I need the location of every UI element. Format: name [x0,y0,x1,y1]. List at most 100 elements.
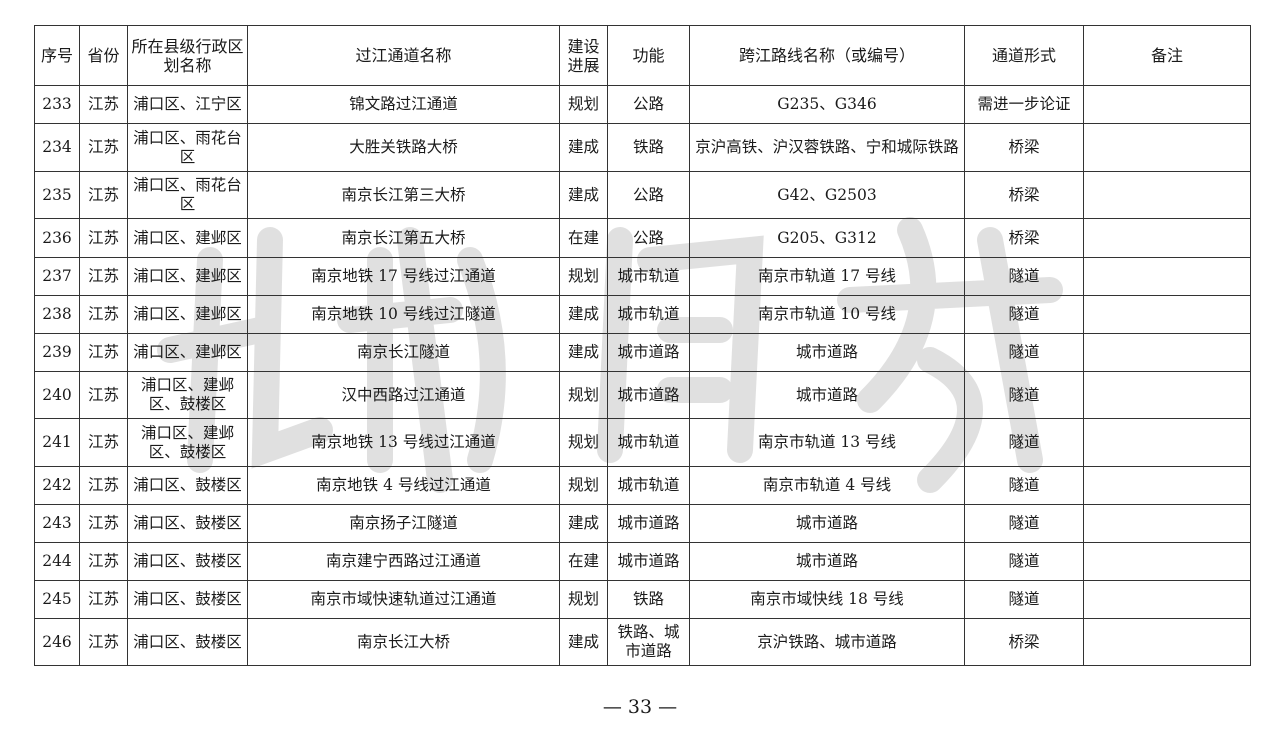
table-row: 234 江苏 浦口区、雨花台区 大胜关铁路大桥 建成 铁路 京沪高铁、沪汉蓉铁路、宁和城际铁… [34,123,1251,172]
cell-progress: 在建 [559,218,608,258]
cell-form: 桥梁 [964,123,1084,172]
cell-route: 京沪高铁、沪汉蓉铁路、宁和城际铁路 [689,123,965,172]
cell-index: 237 [34,257,80,296]
cell-form: 需进一步论证 [964,85,1084,124]
cell-form: 隧道 [964,542,1084,581]
cell-remarks [1083,504,1251,543]
table-row: 236 江苏 浦口区、建邺区 南京长江第五大桥 在建 公路 G205、G312 桥梁 [34,218,1251,258]
cell-name: 南京地铁 17 号线过江通道 [247,257,560,296]
cell-function: 铁路 [607,123,690,172]
cell-name: 南京扬子江隧道 [247,504,560,543]
cell-form: 桥梁 [964,618,1084,666]
table-row: 235 江苏 浦口区、雨花台区 南京长江第三大桥 建成 公路 G42、G2503 桥梁 [34,171,1251,219]
header-form: 通道形式 [964,25,1084,86]
cell-route: 城市道路 [689,504,965,543]
cell-name: 南京长江大桥 [247,618,560,666]
cell-form: 隧道 [964,466,1084,505]
cell-function: 城市道路 [607,333,690,372]
cell-form: 隧道 [964,580,1084,619]
cell-form: 隧道 [964,333,1084,372]
cell-function: 铁路、城市道路 [607,618,690,666]
cell-index: 238 [34,295,80,334]
cell-function: 城市道路 [607,504,690,543]
cell-county: 浦口区、鼓楼区 [127,618,248,666]
header-county: 所在县级行政区划名称 [127,25,248,86]
table-row: 233 江苏 浦口区、江宁区 锦文路过江通道 规划 公路 G235、G346 需进一步论证 [34,85,1251,124]
cell-function: 公路 [607,171,690,219]
cell-province: 江苏 [79,218,128,258]
cell-index: 235 [34,171,80,219]
cell-name: 南京长江第三大桥 [247,171,560,219]
cell-progress: 建成 [559,295,608,334]
cell-index: 234 [34,123,80,172]
cell-index: 243 [34,504,80,543]
header-route: 跨江路线名称（或编号） [689,25,965,86]
cell-county: 浦口区、江宁区 [127,85,248,124]
cell-county: 浦口区、鼓楼区 [127,504,248,543]
cell-route: 南京市轨道 13 号线 [689,418,965,467]
cell-route: 城市道路 [689,542,965,581]
cell-name: 锦文路过江通道 [247,85,560,124]
cell-function: 城市轨道 [607,257,690,296]
header-progress: 建设进展 [559,25,608,86]
cell-province: 江苏 [79,466,128,505]
table-row: 237 江苏 浦口区、建邺区 南京地铁 17 号线过江通道 规划 城市轨道 南京市轨道 17… [34,257,1251,296]
table-row: 242 江苏 浦口区、鼓楼区 南京地铁 4 号线过江通道 规划 城市轨道 南京市轨道 4 号… [34,466,1251,505]
cell-name: 汉中西路过江通道 [247,371,560,419]
cell-name: 南京长江第五大桥 [247,218,560,258]
cell-province: 江苏 [79,371,128,419]
cell-county: 浦口区、鼓楼区 [127,580,248,619]
cell-county: 浦口区、建邺区、鼓楼区 [127,371,248,419]
cell-province: 江苏 [79,85,128,124]
cell-name: 南京地铁 10 号线过江隧道 [247,295,560,334]
cell-remarks [1083,580,1251,619]
cell-province: 江苏 [79,295,128,334]
cell-remarks [1083,295,1251,334]
cell-route: 南京市域快线 18 号线 [689,580,965,619]
crossing-table: 序号 省份 所在县级行政区划名称 过江通道名称 建设进展 功能 跨江路线名称（或… [34,25,1251,666]
cell-province: 江苏 [79,123,128,172]
cell-function: 城市道路 [607,371,690,419]
header-remarks: 备注 [1083,25,1251,86]
cell-province: 江苏 [79,333,128,372]
cell-province: 江苏 [79,504,128,543]
cell-index: 244 [34,542,80,581]
cell-index: 241 [34,418,80,467]
page-number: — 33 — [602,696,678,718]
cell-county: 浦口区、建邺区 [127,333,248,372]
table-row: 239 江苏 浦口区、建邺区 南京长江隧道 建成 城市道路 城市道路 隧道 [34,333,1251,372]
cell-index: 233 [34,85,80,124]
cell-form: 桥梁 [964,171,1084,219]
table-row: 244 江苏 浦口区、鼓楼区 南京建宁西路过江通道 在建 城市道路 城市道路 隧道 [34,542,1251,581]
header-function: 功能 [607,25,690,86]
table-row: 241 江苏 浦口区、建邺区、鼓楼区 南京地铁 13 号线过江通道 规划 城市轨道 南京市轨… [34,418,1251,467]
cell-county: 浦口区、建邺区、鼓楼区 [127,418,248,467]
cell-remarks [1083,371,1251,419]
cell-route: 城市道路 [689,371,965,419]
cell-progress: 规划 [559,580,608,619]
header-index: 序号 [34,25,80,86]
cell-route: G235、G346 [689,85,965,124]
cell-route: 南京市轨道 10 号线 [689,295,965,334]
cell-province: 江苏 [79,542,128,581]
cell-county: 浦口区、鼓楼区 [127,542,248,581]
cell-remarks [1083,123,1251,172]
cell-remarks [1083,542,1251,581]
cell-function: 公路 [607,85,690,124]
cell-remarks [1083,418,1251,467]
table-row: 246 江苏 浦口区、鼓楼区 南京长江大桥 建成 铁路、城市道路 京沪铁路、城市道路 桥梁 [34,618,1251,666]
cell-form: 隧道 [964,257,1084,296]
cell-index: 240 [34,371,80,419]
cell-route: G205、G312 [689,218,965,258]
cell-name: 南京地铁 4 号线过江通道 [247,466,560,505]
table-row: 238 江苏 浦口区、建邺区 南京地铁 10 号线过江隧道 建成 城市轨道 南京市轨道 10… [34,295,1251,334]
cell-remarks [1083,85,1251,124]
cell-function: 城市轨道 [607,295,690,334]
cell-progress: 规划 [559,466,608,505]
cell-route: 南京市轨道 17 号线 [689,257,965,296]
cell-progress: 规划 [559,85,608,124]
cell-county: 浦口区、雨花台区 [127,123,248,172]
cell-remarks [1083,171,1251,219]
cell-route: 南京市轨道 4 号线 [689,466,965,505]
cell-progress: 建成 [559,333,608,372]
